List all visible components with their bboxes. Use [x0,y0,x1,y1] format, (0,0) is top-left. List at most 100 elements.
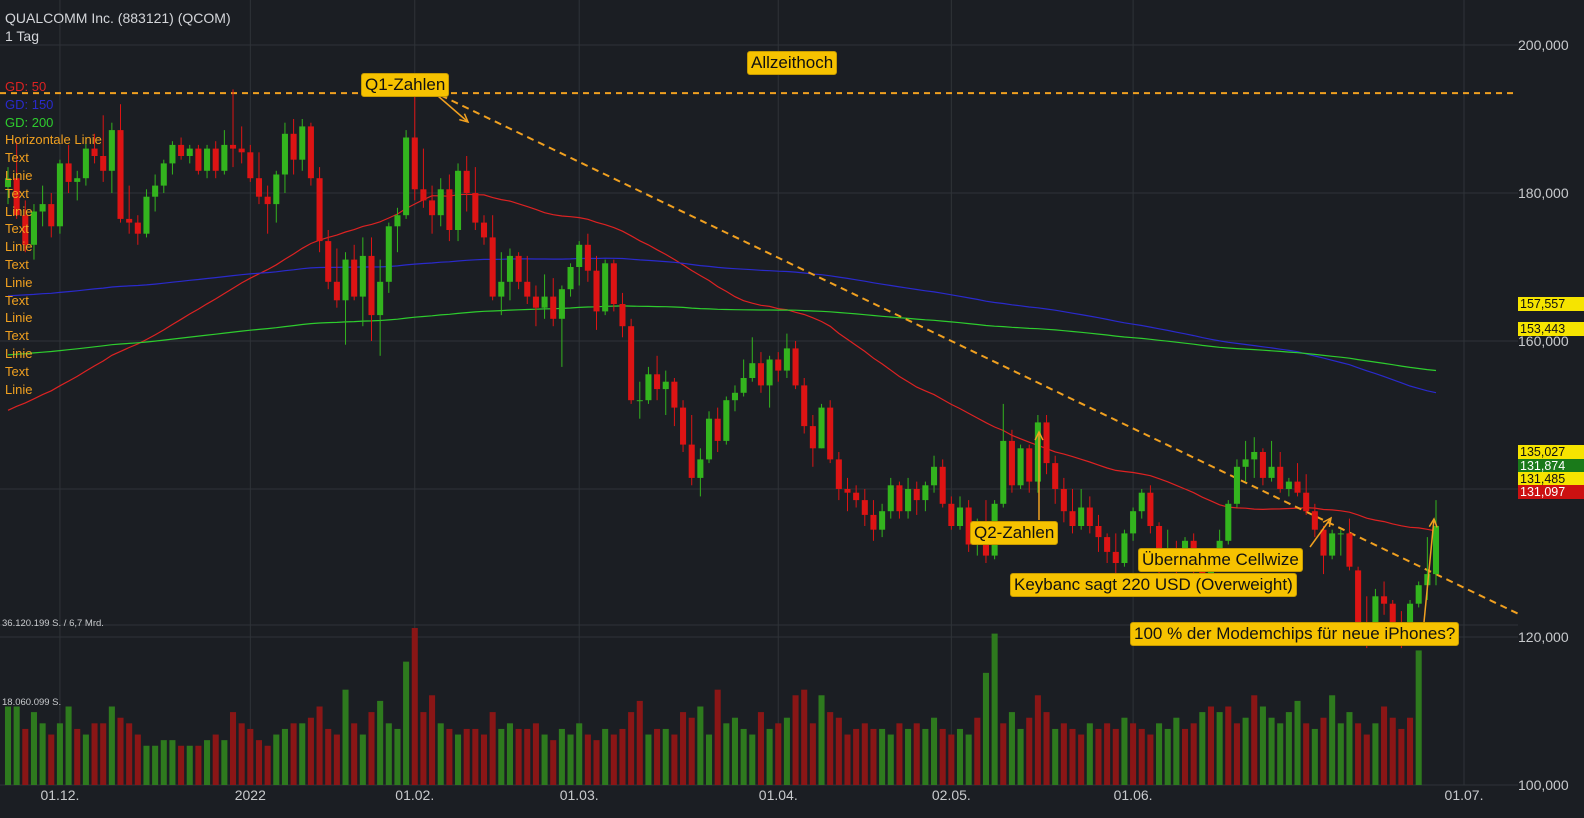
candle-body [532,296,539,308]
volume-bar [1000,723,1007,785]
annotation-iphones: 100 % der Modemchips für neue iPhones? [1130,622,1460,646]
volume-bar [30,712,37,785]
candle-body [30,211,37,245]
candle-body [134,222,141,234]
arrow-q2-head [1034,430,1044,441]
candle-body [835,459,842,489]
volume-bar [1311,728,1318,785]
volume-bar [1181,728,1189,785]
volume-bar [325,728,332,785]
candle-body [1259,452,1266,478]
candle-body [619,304,626,327]
volume-bar [160,740,167,785]
candle-body [1329,533,1336,556]
volume-bar [411,628,418,785]
volume-bar [498,728,505,785]
volume-bar [541,734,548,785]
candle-body [299,126,306,160]
candle-body [749,363,756,378]
volume-bar [956,728,964,785]
candle-body [4,178,12,188]
volume-bar [273,734,280,785]
volume-bar [809,723,816,785]
candle-body [204,148,211,171]
volume-bar [394,728,401,785]
volume-mid-label: 18.060.099 S. [2,697,61,708]
candle-body [861,500,868,515]
candle-body [1104,537,1111,552]
candle-body [853,492,860,501]
candle-body [1000,440,1007,504]
candle-body [844,489,851,493]
candle-body [117,130,124,219]
candle-body [160,163,167,186]
price-tag: 131,097 [1518,485,1584,499]
candle-body [905,489,912,512]
volume-bar [688,717,695,785]
volume-bar [1052,728,1059,785]
volume-bar [1207,706,1215,785]
candle-body [1147,492,1154,526]
volume-bar [480,734,488,785]
price-tick-label: 200,000 [1518,37,1569,53]
volume-bar [792,695,799,785]
candle-body [922,485,929,501]
volume-bar [584,734,591,785]
volume-bar [134,734,141,785]
volume-bar [1277,723,1284,785]
candle-body [394,215,401,227]
volume-bar [1320,717,1327,785]
candle-body [671,381,678,408]
candle-body [411,137,418,190]
volume-bar [835,717,842,785]
volume-bar [463,728,470,785]
volume-bar [178,745,185,785]
candle-body [1225,503,1232,541]
price-tag: 153,443 [1518,322,1584,336]
candle-body [879,511,886,530]
volume-bar [1233,723,1240,785]
candle-body [1086,507,1093,526]
candle-body [1008,440,1015,486]
candle-body [584,244,591,271]
volume-bar [1216,712,1223,785]
volume-bar [1242,717,1249,785]
volume-bar [636,700,643,785]
candle-body [1407,603,1414,637]
volume-bar [1173,717,1180,785]
volume-bar [1346,712,1353,785]
candle-body [931,466,938,486]
volume-bar [1026,717,1033,785]
volume-bar [221,740,228,785]
candle-body [143,196,150,234]
volume-bar [775,723,782,785]
candle-body [351,259,358,297]
arrow-iphones [1423,518,1435,623]
price-tick-label: 100,000 [1518,777,1569,793]
volume-bar [212,734,219,785]
candle-body [740,378,747,393]
candle-body [39,204,46,212]
candle-body [169,144,176,164]
volume-bar [429,695,436,785]
volume-bar [974,717,981,785]
candle-body [757,363,764,386]
volume-bar [342,689,349,785]
legend-item: Text [5,256,29,272]
volume-bar [991,633,998,785]
annotation-q1-zahlen: Q1-Zahlen [361,73,450,97]
candle-body [1130,511,1137,534]
gd200-line [7,305,1437,372]
volume-bar [1147,734,1154,785]
volume-bar [368,712,375,785]
candle-body [1060,489,1067,512]
candle-body [896,485,903,512]
candle-body [576,244,583,267]
candle-body [775,359,782,371]
volume-bar [515,728,522,785]
gd150-line [7,257,1437,394]
candle-body [1034,422,1041,482]
legend-item: Text [5,328,29,344]
volume-bar [879,728,886,785]
